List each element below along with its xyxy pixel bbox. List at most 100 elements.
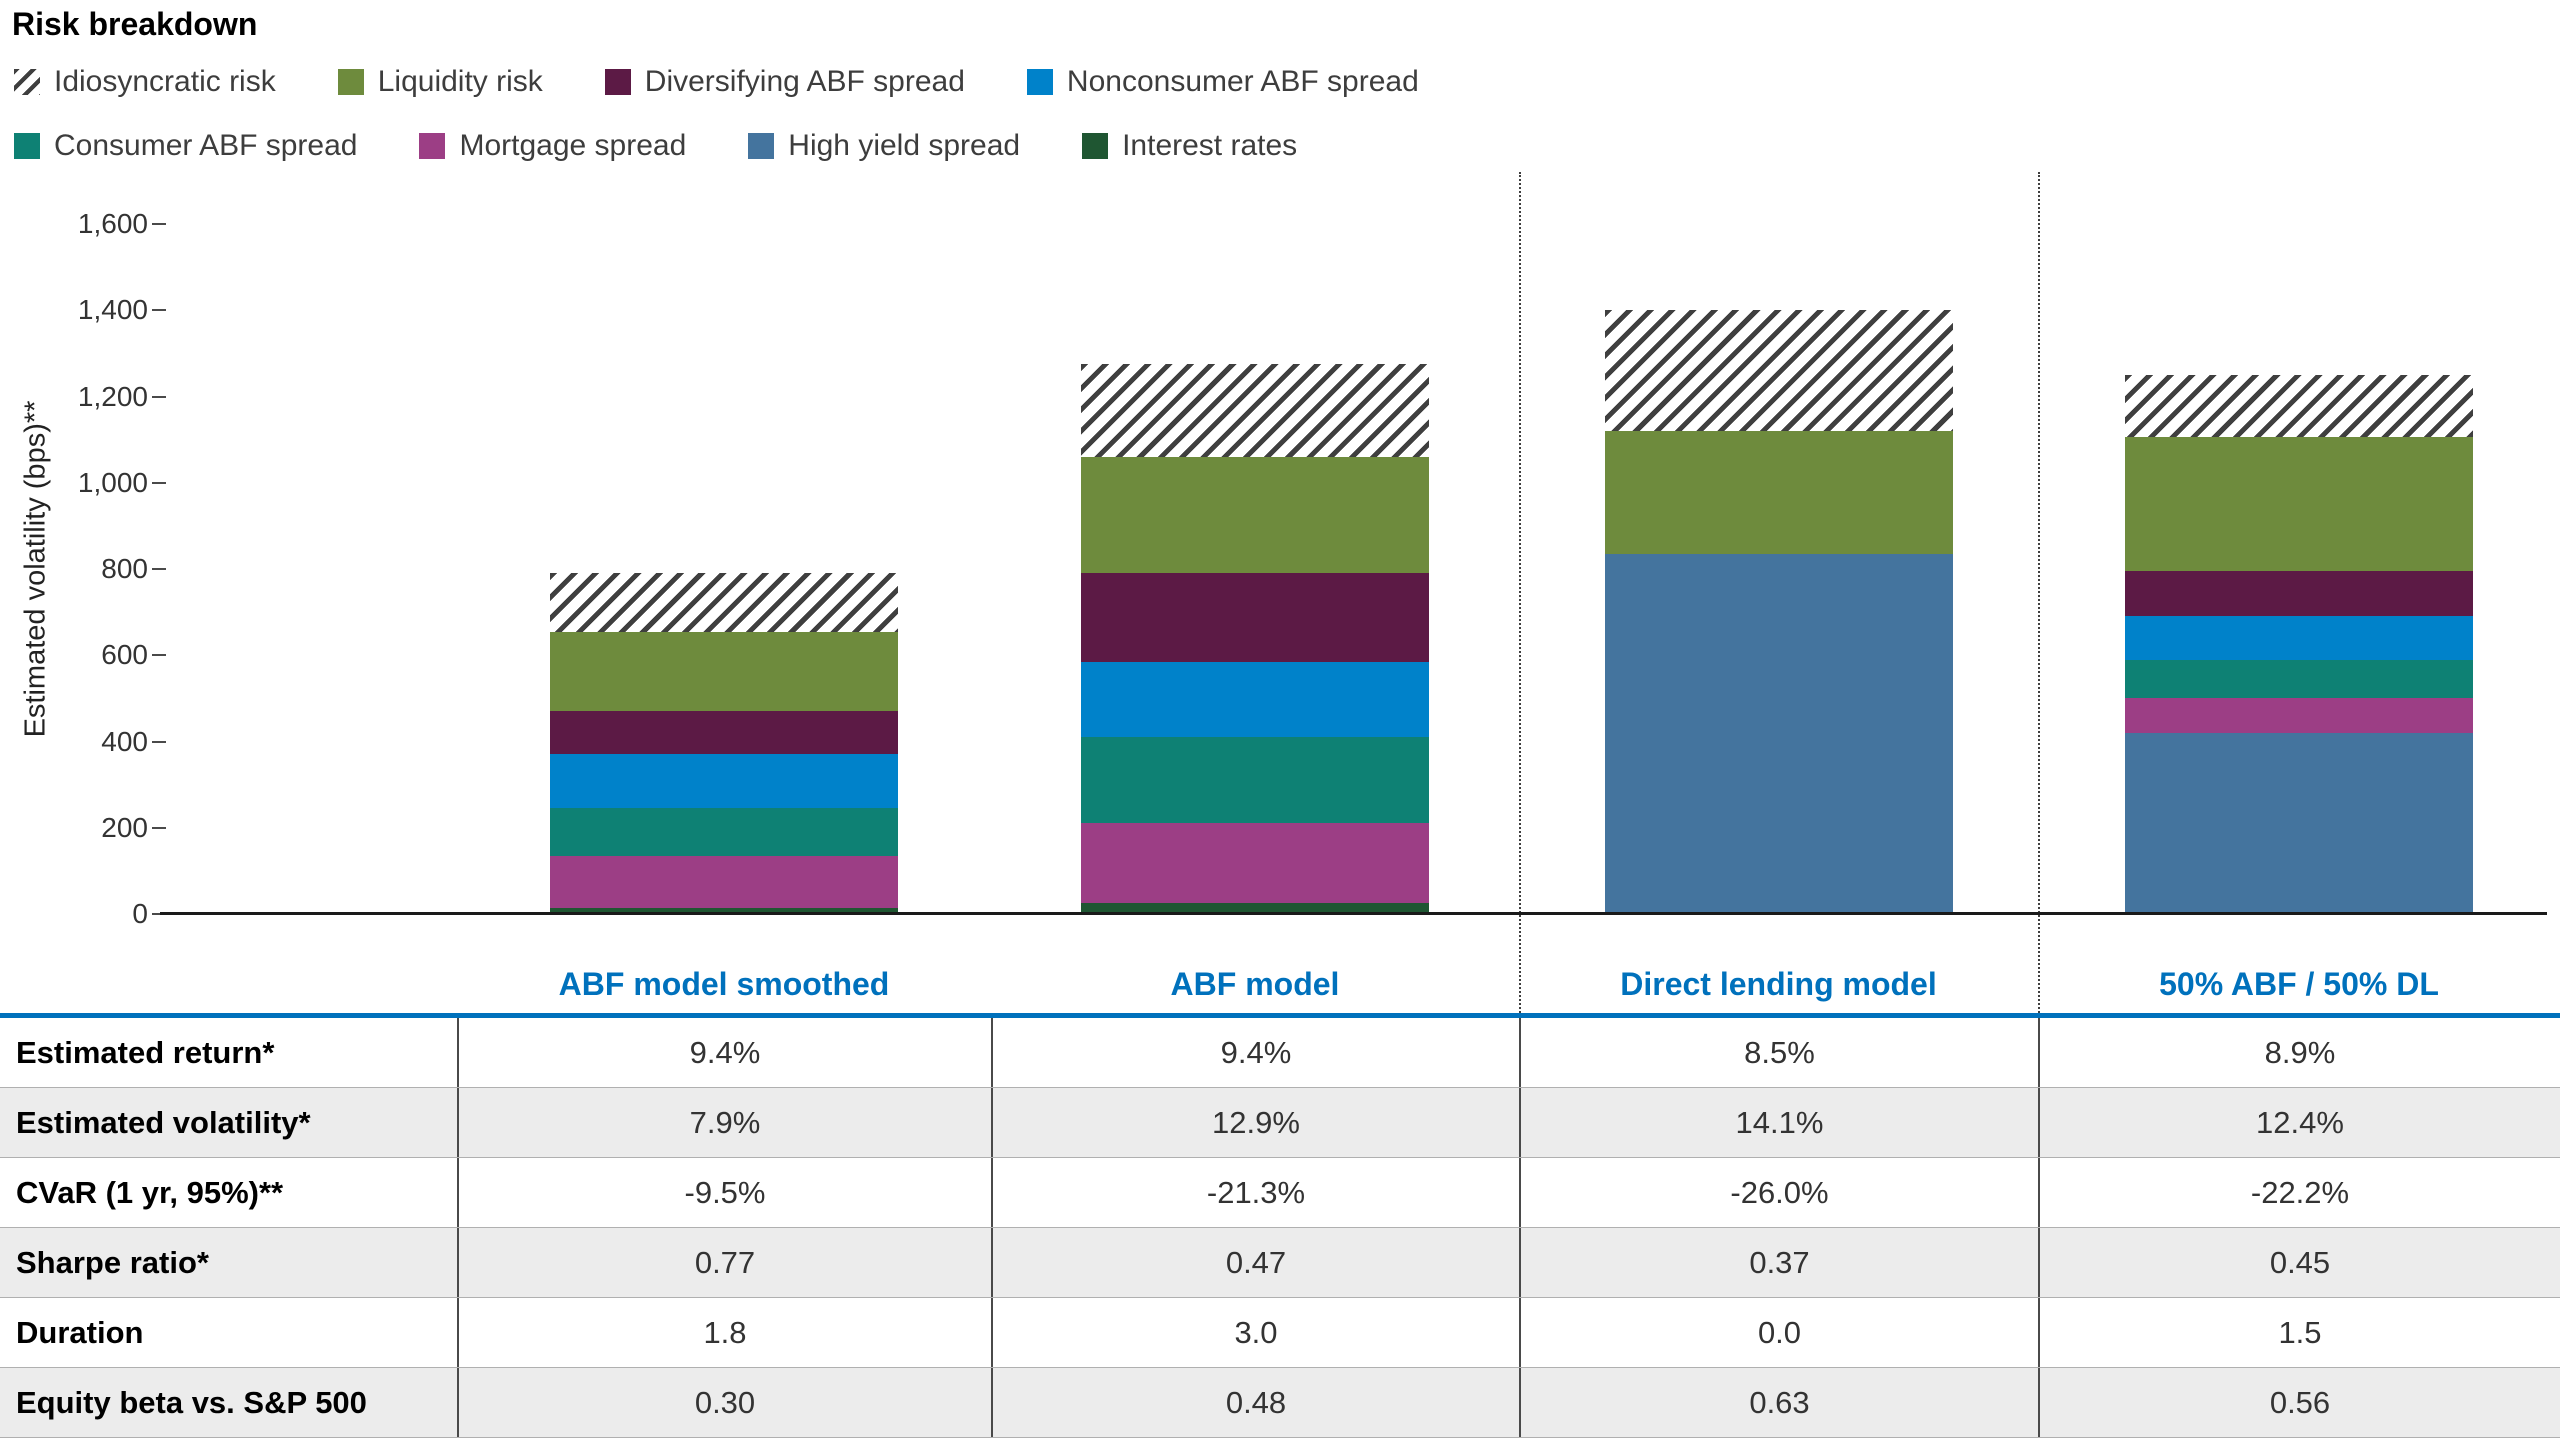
legend-label: Diversifying ABF spread [644, 65, 965, 98]
segment-idiosyncratic-risk [1081, 364, 1429, 457]
color-swatch-icon [748, 133, 775, 159]
legend-item-high-yield-spread: High yield spread [748, 129, 1020, 163]
chart-legend: Idiosyncratic risk Liquidity risk Diversif… [14, 64, 1419, 192]
y-tick-label: 0 [132, 898, 148, 929]
color-swatch-icon [604, 69, 631, 95]
table-row-sharpe-ratio: Sharpe ratio* 0.77 0.47 0.37 0.45 [0, 1228, 2560, 1298]
row-label: Estimated volatility* [16, 1104, 311, 1140]
legend-item-diversifying-abf-spread: Diversifying ABF spread [604, 65, 965, 99]
segment-nonconsumer-abf-spread [550, 754, 898, 809]
dotted-column-separator [2038, 172, 2040, 1013]
table-cell: 0.47 [991, 1228, 1519, 1297]
table-cell: 12.9% [991, 1088, 1519, 1157]
table-cell: 8.5% [1519, 1018, 2038, 1087]
legend-label: Consumer ABF spread [54, 129, 358, 162]
table-cell: 0.30 [457, 1368, 991, 1437]
table-header-row: ABF model smoothed ABF model Direct lendin… [0, 955, 2560, 1013]
y-tick-label: 800 [101, 553, 148, 584]
y-tick-mark [152, 395, 166, 398]
segment-diversifying-abf-spread [1081, 573, 1429, 662]
table-row-estimated-volatility: Estimated volatility* 7.9% 12.9% 14.1% 12.4% [0, 1088, 2560, 1158]
segment-high-yield-spread [2125, 732, 2473, 914]
table-cell: -26.0% [1519, 1158, 2038, 1227]
color-swatch-icon [14, 133, 40, 159]
y-tick-label: 200 [101, 811, 148, 843]
segment-consumer-abf-spread [550, 808, 898, 856]
y-tick-mark [152, 913, 166, 915]
column-header-direct-lending-model: Direct lending model [1620, 965, 1937, 1002]
legend-row-2: Consumer ABF spread Mortgage spread High y… [14, 128, 1419, 164]
y-tick-label: 600 [101, 639, 148, 671]
hatch-swatch-icon [14, 69, 40, 95]
table-cell: 12.4% [2038, 1088, 2560, 1157]
y-tick-label: 1,000 [77, 466, 148, 498]
plot-area: 0 200 400 600 800 1,000 1,200 1,400 1,600 [0, 208, 2560, 929]
bar-abf-model [1081, 364, 1429, 914]
table-cell: -21.3% [991, 1158, 1519, 1227]
color-swatch-icon [419, 133, 446, 159]
segment-liquidity-risk [550, 631, 898, 712]
table-row-duration: Duration 1.8 3.0 0.0 1.5 [0, 1298, 2560, 1368]
table-cell: 9.4% [457, 1018, 991, 1087]
table-cell: 1.8 [457, 1298, 991, 1367]
legend-label: Mortgage spread [459, 129, 687, 162]
table-row-cvar-1-yr-95: CVaR (1 yr, 95%)** -9.5% -21.3% -26.0% -22.2… [0, 1158, 2560, 1228]
row-label: Equity beta vs. S&P 500 [16, 1384, 367, 1420]
y-tick-label: 1,600 [77, 208, 148, 239]
segment-idiosyncratic-risk [550, 573, 898, 632]
segment-interest-rates [1081, 903, 1429, 914]
table-cell: 0.77 [457, 1228, 991, 1297]
y-tick-label: 400 [101, 725, 148, 757]
column-header-50-abf-50-dl: 50% ABF / 50% DL [2159, 965, 2439, 1002]
table-cell: 0.48 [991, 1368, 1519, 1437]
y-tick-mark [152, 223, 166, 225]
y-tick-mark [152, 568, 166, 570]
chart-title: Risk breakdown [12, 6, 258, 42]
legend-label: Idiosyncratic risk [54, 65, 276, 98]
segment-diversifying-abf-spread [550, 711, 898, 755]
table-cell: -22.2% [2038, 1158, 2560, 1227]
color-swatch-icon [1082, 133, 1109, 159]
segment-nonconsumer-abf-spread [1081, 661, 1429, 738]
legend-item-idiosyncratic-risk: Idiosyncratic risk [14, 65, 276, 99]
table-cell: 8.9% [2038, 1018, 2560, 1087]
segment-idiosyncratic-risk [1604, 310, 1953, 431]
row-label: Duration [16, 1314, 144, 1350]
x-axis-line [160, 912, 2547, 915]
y-tick-label: 1,400 [77, 294, 148, 326]
table-row-estimated-return: Estimated return* 9.4% 9.4% 8.5% 8.9% [0, 1018, 2560, 1088]
column-header-abf-model: ABF model [1170, 965, 1340, 1002]
header-divider-line [0, 1013, 2560, 1018]
segment-interest-rates [550, 907, 898, 914]
table-cell: 9.4% [991, 1018, 1519, 1087]
stats-table: ABF model smoothed ABF model Direct lendin… [0, 955, 2560, 1438]
segment-idiosyncratic-risk [2125, 374, 2473, 438]
y-tick-mark [152, 740, 166, 743]
row-label: CVaR (1 yr, 95%)** [16, 1174, 284, 1210]
y-tick-mark [152, 481, 166, 484]
segment-high-yield-spread [1604, 553, 1953, 914]
table-cell: 1.5 [2038, 1298, 2560, 1367]
segment-liquidity-risk [2125, 437, 2473, 572]
table-cell: 0.45 [2038, 1228, 2560, 1297]
legend-item-consumer-abf-spread: Consumer ABF spread [14, 129, 357, 163]
legend-label: Nonconsumer ABF spread [1066, 65, 1419, 98]
y-tick-label: 1,200 [77, 380, 148, 412]
segment-diversifying-abf-spread [2125, 571, 2473, 617]
bar-abf-model-smoothed [550, 573, 898, 914]
table-row-equity-beta-vs-s-p-500: Equity beta vs. S&P 500 0.30 0.48 0.63 0.56 [0, 1368, 2560, 1438]
color-swatch-icon [1026, 69, 1053, 95]
header-spacer [0, 955, 457, 1013]
segment-nonconsumer-abf-spread [2125, 616, 2473, 660]
table-cell: 14.1% [1519, 1088, 2038, 1157]
table-cell: 0.0 [1519, 1298, 2038, 1367]
row-label: Sharpe ratio* [16, 1244, 209, 1280]
table-cell: 0.37 [1519, 1228, 2038, 1297]
bar-direct-lending-model [1604, 310, 1953, 914]
color-swatch-icon [337, 69, 364, 95]
segment-liquidity-risk [1604, 431, 1953, 554]
legend-item-mortgage-spread: Mortgage spread [419, 129, 686, 163]
segment-liquidity-risk [1081, 456, 1429, 574]
table-cell: 3.0 [991, 1298, 1519, 1367]
